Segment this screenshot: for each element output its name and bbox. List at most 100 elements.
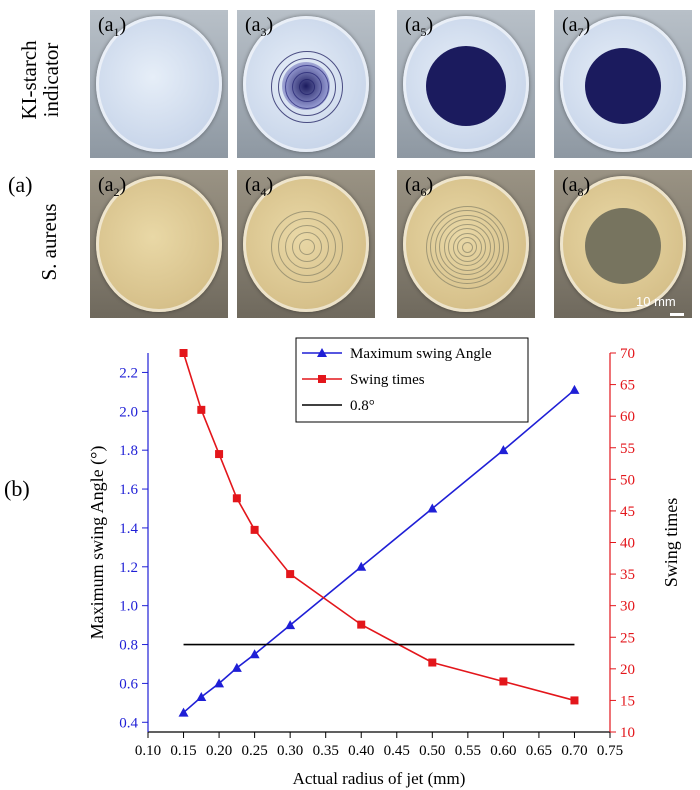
x-tick-label: 0.20 — [206, 743, 232, 759]
right-tick-label: 30 — [620, 599, 635, 615]
triangle-point — [285, 620, 296, 630]
panel-a-tag: (a) — [8, 172, 33, 197]
x-tick-label: 0.75 — [597, 743, 623, 759]
triangle-point — [178, 707, 189, 717]
right-tick-label: 55 — [620, 441, 635, 457]
photo-label: (a2) — [98, 174, 127, 199]
series-line-0 — [183, 389, 575, 714]
square-point — [570, 696, 579, 705]
triangle-point — [196, 692, 207, 702]
right-tick-label: 45 — [620, 504, 635, 520]
legend-triangle-icon — [317, 348, 327, 357]
stain-blob — [426, 46, 506, 126]
swing-chart: 0.10 0.15 0.20 0.25 0.30 0.35 0.40 0.45 0.50 0.55… — [87, 337, 681, 788]
left-tick-label: 1.4 — [119, 521, 138, 537]
left-tick-label: 2.2 — [119, 365, 138, 381]
photo-label: (a8) — [562, 174, 591, 199]
scale-bar-text: 10 mm — [636, 294, 676, 309]
x-tick-label: 0.15 — [170, 743, 196, 759]
left-tick-label: 0.6 — [119, 676, 138, 692]
x-tick-label: 0.45 — [384, 743, 410, 759]
petri-dish-photo-top-2: (a3) — [237, 10, 375, 158]
legend-label: Maximum swing Angle — [350, 346, 492, 362]
right-tick-label: 50 — [620, 472, 635, 488]
petri-dish-photo-bottom-3: (a6) — [397, 170, 535, 318]
x-tick-label: 0.70 — [561, 743, 587, 759]
petri-dish-photo-bottom-4: (a8) — [554, 170, 692, 318]
petri-dish-photo-bottom-2: (a4) — [237, 170, 375, 318]
series-line-1 — [182, 352, 575, 702]
legend-label: Swing times — [350, 372, 425, 388]
photo-label: (a5) — [405, 14, 434, 39]
x-tick-label: 0.35 — [313, 743, 339, 759]
stain-blob — [585, 48, 661, 124]
legend-box — [295, 337, 529, 423]
stain-ring — [271, 51, 343, 123]
petri-dish — [96, 176, 222, 312]
right-tick-label: 35 — [620, 567, 635, 583]
petri-dish — [96, 16, 222, 152]
x-tick-label: 0.65 — [526, 743, 552, 759]
x-tick-label: 0.30 — [277, 743, 303, 759]
photo-label: (a3) — [245, 14, 274, 39]
x-tick-label: 0.25 — [241, 743, 267, 759]
stain-ring — [271, 211, 343, 283]
left-tick-label: 1.0 — [119, 599, 138, 615]
x-tick-label: 0.40 — [348, 743, 374, 759]
left-tick-label: 0.4 — [119, 715, 138, 731]
photo-label: (a6) — [405, 174, 434, 199]
triangle-point — [249, 649, 260, 659]
square-point — [286, 570, 295, 579]
left-tick-label: 1.8 — [119, 443, 138, 459]
right-tick-label: 20 — [620, 662, 635, 678]
right-tick-label: 70 — [620, 346, 635, 362]
legend-label: 0.8° — [350, 398, 375, 414]
petri-dish-photo-top-4: (a7) — [554, 10, 692, 158]
triangle-point — [569, 384, 580, 394]
photo-label: (a7) — [562, 14, 591, 39]
square-point — [357, 620, 366, 629]
row-label-ki-starch: KI-starch indicator — [17, 25, 66, 135]
panel-b-tag: (b) — [4, 476, 30, 501]
left-tick-label: 0.8 — [119, 638, 138, 654]
x-tick-label: 0.55 — [455, 743, 481, 759]
stain-blob — [585, 208, 661, 284]
petri-dish-photo-top-1: (a1) — [90, 10, 228, 158]
right-tick-label: 40 — [620, 536, 635, 552]
square-point — [215, 450, 224, 459]
x-tick-label: 0.50 — [419, 743, 445, 759]
triangle-point — [214, 678, 225, 688]
left-tick-label: 2.0 — [119, 404, 138, 420]
right-tick-label: 65 — [620, 378, 635, 394]
triangle-point — [498, 445, 509, 455]
left-tick-label: 1.2 — [119, 560, 138, 576]
left-axis-title: Maximum swing Angle (°) — [87, 446, 108, 640]
stain-ring — [425, 205, 509, 289]
right-tick-label: 15 — [620, 693, 635, 709]
row-label-s-aureus-text: S. aureus — [37, 203, 61, 281]
square-point — [250, 525, 259, 534]
triangle-point — [356, 561, 367, 571]
square-point — [197, 405, 206, 414]
photo-label: (a4) — [245, 174, 274, 199]
photo-label: (a1) — [98, 14, 127, 39]
x-tick-label: 0.60 — [490, 743, 516, 759]
stain-blob — [282, 62, 330, 110]
row-label-ki-line1: KI-starch — [17, 40, 41, 120]
triangle-point — [427, 503, 438, 513]
square-point — [179, 349, 188, 357]
left-tick-label: 1.6 — [119, 482, 138, 498]
petri-dish-photo-bottom-1: (a2) — [90, 170, 228, 318]
petri-dish-photo-top-3: (a5) — [397, 10, 535, 158]
square-point — [428, 658, 437, 667]
legend-square-icon — [318, 375, 326, 383]
x-axis-title: Actual radius of jet (mm) — [293, 769, 466, 788]
right-tick-label: 10 — [620, 725, 635, 741]
x-tick-label: 0.10 — [135, 743, 161, 759]
square-point — [499, 677, 508, 686]
scale-bar — [670, 313, 684, 316]
triangle-point — [231, 662, 242, 672]
right-tick-label: 25 — [620, 630, 635, 646]
right-axis-title: Swing times — [661, 498, 681, 588]
square-point — [232, 494, 241, 503]
